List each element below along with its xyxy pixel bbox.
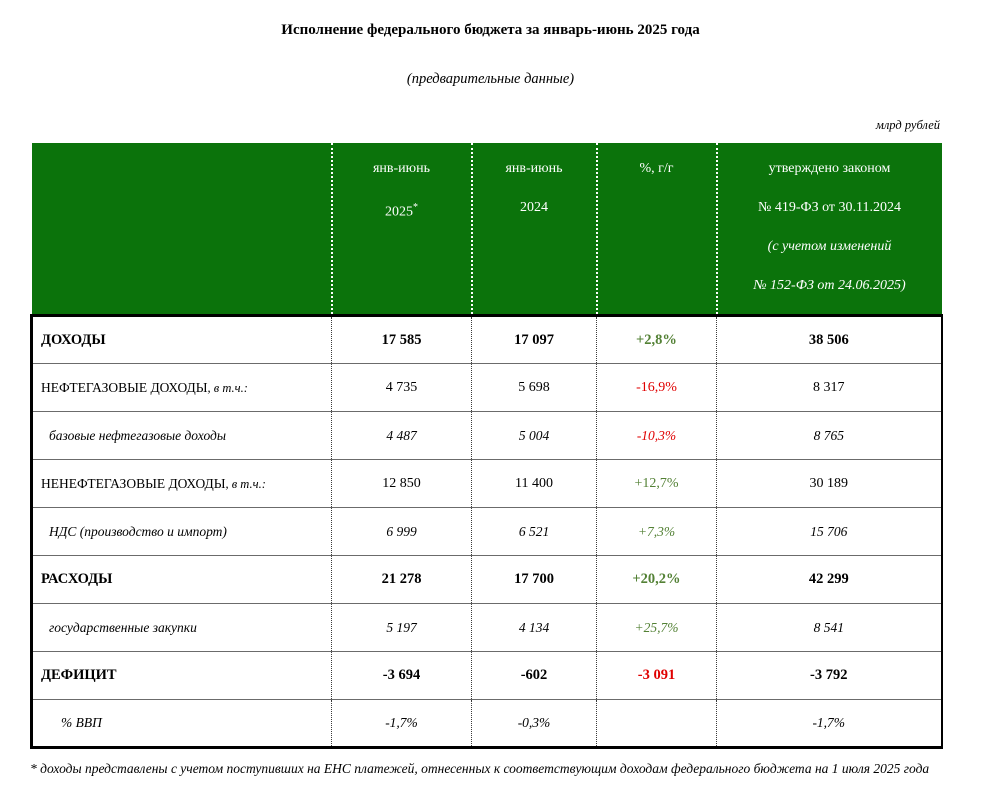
row-label: % ВВП [30, 699, 332, 749]
value-2025: 12 850 [331, 459, 472, 508]
value-law: 30 189 [716, 459, 943, 508]
header-col-yoy: %, г/г [595, 143, 717, 316]
value-law: 8 317 [716, 363, 943, 412]
header-law-line2: № 419-ФЗ от 30.11.2024 [757, 200, 901, 215]
row-label: РАСХОДЫ [30, 555, 332, 604]
value-yoy: +20,2% [596, 555, 717, 604]
value-2024: 4 134 [471, 603, 597, 652]
value-yoy: -10,3% [596, 411, 717, 460]
value-2024: -602 [471, 651, 597, 700]
header-law-line3: (с учетом изменений [767, 239, 892, 254]
value-2025: 21 278 [331, 555, 472, 604]
table-body: ДОХОДЫ 17 585 17 097 +2,8% 38 506 НЕФТЕГ… [30, 314, 943, 749]
table-row-non-oil-gas-revenues: НЕНЕФТЕГАЗОВЫЕ ДОХОДЫ, в т.ч.: 12 850 11… [30, 459, 943, 508]
value-2024: 17 700 [471, 555, 597, 604]
value-2025: -1,7% [331, 699, 472, 749]
header-yoy-label: %, г/г [639, 161, 674, 176]
value-law: 42 299 [716, 555, 943, 604]
table-row-pct-gdp: % ВВП -1,7% -0,3% -1,7% [30, 699, 943, 749]
value-2025: 6 999 [331, 507, 472, 556]
value-2025: -3 694 [331, 651, 472, 700]
table-row-expenditures: РАСХОДЫ 21 278 17 700 +20,2% 42 299 [30, 555, 943, 604]
value-yoy: +2,8% [596, 314, 717, 364]
value-2025: 4 487 [331, 411, 472, 460]
value-law: 8 765 [716, 411, 943, 460]
value-yoy: +7,3% [596, 507, 717, 556]
units-label: млрд рублей [875, 118, 940, 132]
row-label: государственные закупки [30, 603, 332, 652]
header-2024-year: 2024 [520, 200, 548, 215]
value-2024: 6 521 [471, 507, 597, 556]
value-2025: 5 197 [331, 603, 472, 652]
value-2024: 5 004 [471, 411, 597, 460]
footnote-marker: * [413, 202, 418, 213]
value-2024: 17 097 [471, 314, 597, 364]
header-2025-year: 2025* [385, 202, 418, 220]
table-row-vat: НДС (производство и импорт) 6 999 6 521 … [30, 507, 943, 556]
row-label: НЕНЕФТЕГАЗОВЫЕ ДОХОДЫ, в т.ч.: [30, 459, 332, 508]
value-law: -3 792 [716, 651, 943, 700]
header-col-law: утверждено законом № 419-ФЗ от 30.11.202… [715, 143, 942, 316]
value-law: 38 506 [716, 314, 943, 364]
table-header: янв-июнь 2025* янв-июнь 2024 %, г/г утве… [31, 143, 942, 316]
header-2025-period: янв-июнь [372, 161, 431, 176]
row-label: ДОХОДЫ [30, 314, 332, 364]
value-2025: 17 585 [331, 314, 472, 364]
row-label: базовые нефтегазовые доходы [30, 411, 332, 460]
header-law-line1: утверждено законом [768, 161, 891, 176]
value-law: -1,7% [716, 699, 943, 749]
table-row-deficit: ДЕФИЦИТ -3 694 -602 -3 091 -3 792 [30, 651, 943, 700]
row-label: ДЕФИЦИТ [30, 651, 332, 700]
value-yoy: -3 091 [596, 651, 717, 700]
value-2024: -0,3% [471, 699, 597, 749]
value-yoy: -16,9% [596, 363, 717, 412]
table-row-oil-gas-revenues: НЕФТЕГАЗОВЫЕ ДОХОДЫ, в т.ч.: 4 735 5 698… [30, 363, 943, 412]
value-law: 15 706 [716, 507, 943, 556]
page-title: Исполнение федерального бюджета за январ… [281, 22, 700, 38]
table-row-base-oil-gas: базовые нефтегазовые доходы 4 487 5 004 … [30, 411, 943, 460]
header-empty-cell [31, 143, 332, 316]
page-subtitle: (предварительные данные) [406, 71, 575, 87]
header-law-line4: № 152-ФЗ от 24.06.2025) [753, 278, 906, 293]
header-col-2024: янв-июнь 2024 [470, 143, 597, 316]
row-label: НЕФТЕГАЗОВЫЕ ДОХОДЫ, в т.ч.: [30, 363, 332, 412]
value-2025: 4 735 [331, 363, 472, 412]
value-yoy [596, 699, 717, 749]
value-yoy: +12,7% [596, 459, 717, 508]
header-col-2025: янв-июнь 2025* [330, 143, 472, 316]
row-label: НДС (производство и импорт) [30, 507, 332, 556]
footnote-text: * доходы представлены с учетом поступивш… [30, 761, 930, 776]
header-2024-period: янв-июнь [505, 161, 563, 176]
table-row-state-procurement: государственные закупки 5 197 4 134 +25,… [30, 603, 943, 652]
value-2024: 5 698 [471, 363, 597, 412]
table-row-revenues: ДОХОДЫ 17 585 17 097 +2,8% 38 506 [30, 314, 943, 364]
value-yoy: +25,7% [596, 603, 717, 652]
budget-table: янв-июнь 2025* янв-июнь 2024 %, г/г утве… [30, 143, 943, 749]
value-law: 8 541 [716, 603, 943, 652]
value-2024: 11 400 [471, 459, 597, 508]
